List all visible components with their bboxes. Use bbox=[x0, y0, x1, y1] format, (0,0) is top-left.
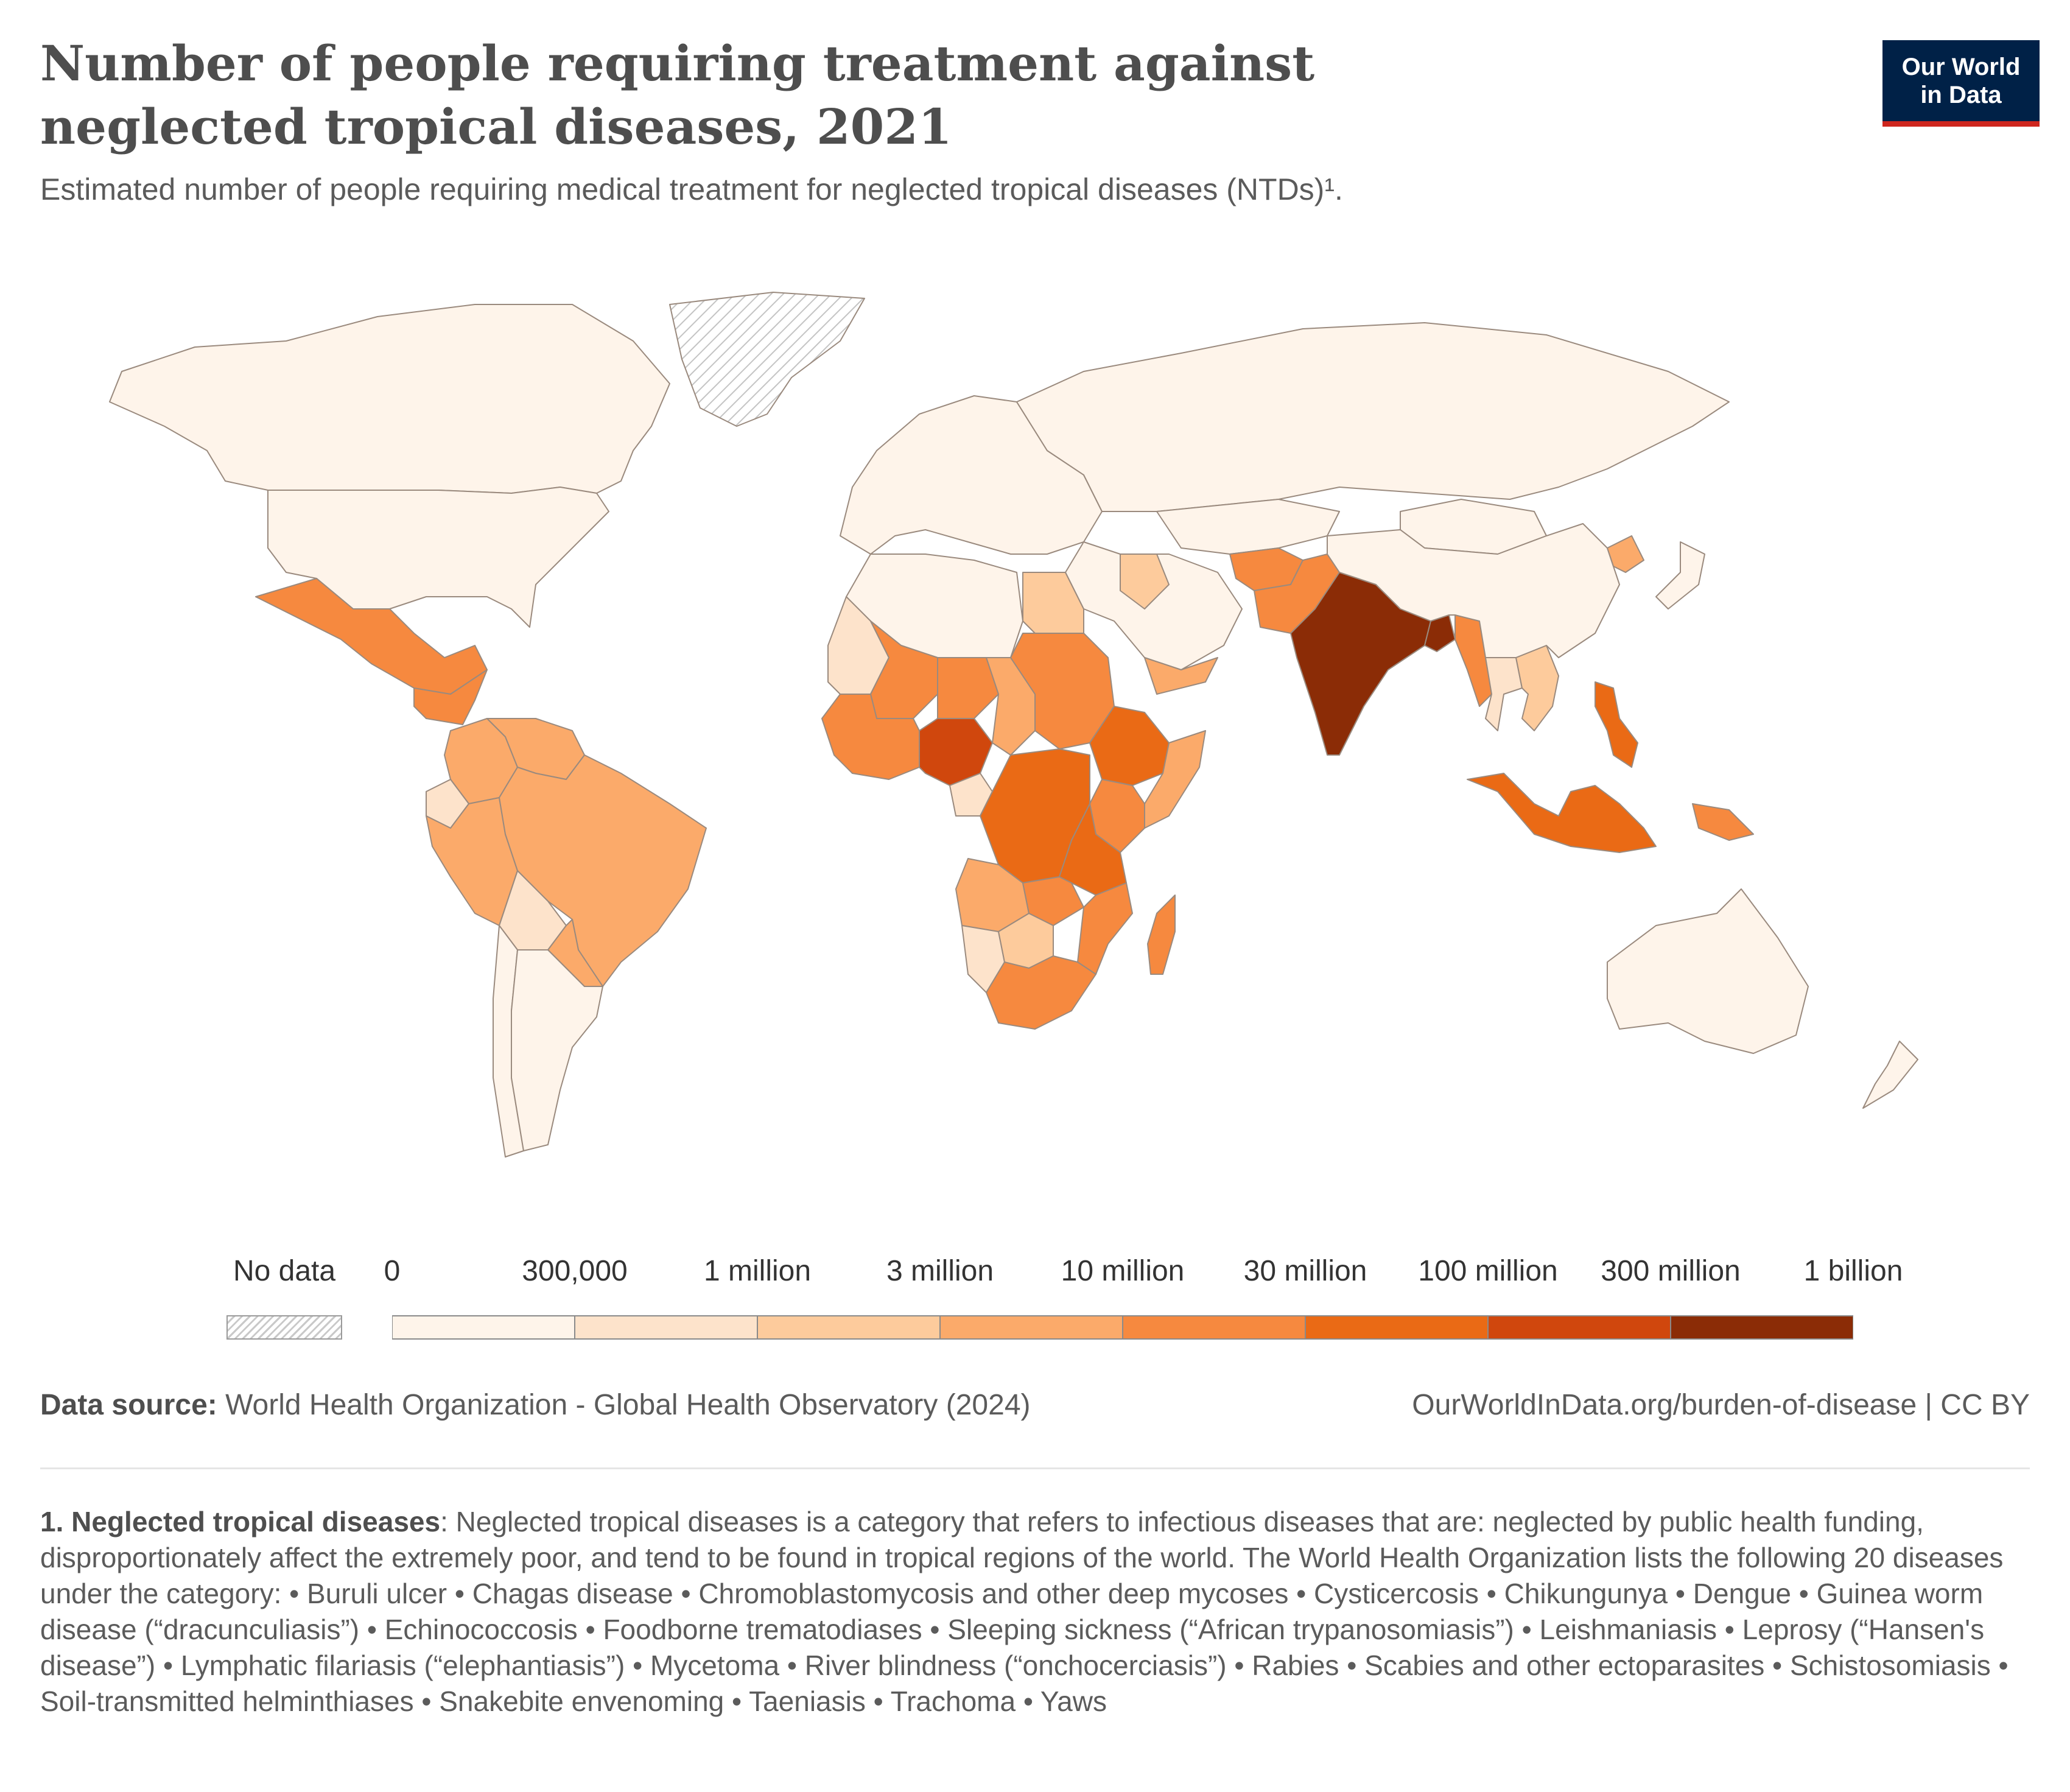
footnote: 1. Neglected tropical diseases: Neglecte… bbox=[40, 1504, 2030, 1720]
legend-bin[interactable] bbox=[392, 1315, 575, 1340]
footnote-text: : Neglected tropical diseases is a categ… bbox=[40, 1506, 2009, 1717]
chart-subtitle: Estimated number of people requiring med… bbox=[40, 172, 1343, 206]
region-sudan[interactable] bbox=[1010, 633, 1115, 750]
region-japan[interactable] bbox=[1655, 541, 1705, 610]
legend-tick-label: 1 million bbox=[703, 1255, 812, 1287]
region-china[interactable] bbox=[1327, 523, 1620, 658]
region-russia[interactable] bbox=[1016, 322, 1730, 512]
region-central-america[interactable] bbox=[413, 669, 488, 725]
region-madagascar[interactable] bbox=[1147, 894, 1176, 975]
region-philippines[interactable] bbox=[1595, 681, 1638, 768]
data-source-text[interactable]: World Health Organization - Global Healt… bbox=[217, 1389, 1031, 1421]
legend-bin[interactable] bbox=[940, 1315, 1123, 1340]
owid-logo[interactable]: Our World in Data bbox=[1882, 40, 2040, 127]
legend-bin[interactable] bbox=[575, 1315, 757, 1340]
legend-tick-label: 1 billion bbox=[1803, 1255, 1903, 1287]
legend-tick-label: 3 million bbox=[886, 1255, 994, 1287]
legend-no-data-label: No data bbox=[233, 1255, 336, 1287]
region-argentina[interactable] bbox=[511, 949, 603, 1151]
legend-bin[interactable] bbox=[1305, 1315, 1488, 1340]
region-vietnam[interactable] bbox=[1515, 645, 1559, 731]
legend-tick-label: 300 million bbox=[1601, 1255, 1741, 1287]
source-url[interactable]: OurWorldInData.org/burden-of-disease | C… bbox=[1412, 1389, 2030, 1421]
map-legend: No data 0 300,000 1 million 3 million 10… bbox=[0, 1254, 2070, 1352]
region-papua-new-guinea[interactable] bbox=[1692, 803, 1754, 841]
legend-bin[interactable] bbox=[1671, 1315, 1853, 1340]
region-thailand[interactable] bbox=[1485, 657, 1523, 731]
logo-line-1: Our World bbox=[1901, 53, 2021, 80]
region-north-korea[interactable] bbox=[1607, 535, 1644, 573]
legend-bin[interactable] bbox=[1488, 1315, 1671, 1340]
region-yemen[interactable] bbox=[1144, 657, 1218, 695]
legend-bin[interactable] bbox=[1123, 1315, 1305, 1340]
footnote-label: 1. Neglected tropical diseases bbox=[40, 1506, 441, 1537]
region-mexico[interactable] bbox=[255, 578, 488, 695]
legend-tick-label: 100 million bbox=[1418, 1255, 1558, 1287]
region-iraq[interactable] bbox=[1120, 553, 1170, 610]
legend-no-data-swatch[interactable] bbox=[226, 1315, 342, 1340]
region-central-asia[interactable] bbox=[1156, 499, 1340, 555]
region-canada[interactable] bbox=[109, 304, 670, 494]
legend-color-bins bbox=[392, 1315, 1853, 1340]
legend-bin[interactable] bbox=[757, 1315, 940, 1340]
region-mozambique[interactable] bbox=[1077, 882, 1133, 975]
region-indonesia[interactable] bbox=[1467, 773, 1657, 853]
legend-tick-label: 300,000 bbox=[522, 1255, 628, 1287]
legend-tick-label: 10 million bbox=[1061, 1255, 1185, 1287]
region-australia[interactable] bbox=[1607, 888, 1809, 1054]
logo-line-2: in Data bbox=[1920, 81, 2002, 108]
data-source: Data source: World Health Organization -… bbox=[40, 1388, 1031, 1422]
world-map bbox=[109, 292, 1918, 1158]
chart-title: Number of people requiring treatment aga… bbox=[40, 35, 1315, 155]
region-brazil[interactable] bbox=[499, 754, 707, 987]
region-south-africa[interactable] bbox=[986, 955, 1096, 1030]
region-new-zealand[interactable] bbox=[1862, 1041, 1918, 1109]
region-middle-east[interactable] bbox=[1065, 541, 1243, 670]
legend-tick-label: 0 bbox=[384, 1255, 401, 1287]
data-source-label: Data source: bbox=[40, 1389, 217, 1421]
legend-tick-label: 30 million bbox=[1243, 1255, 1367, 1287]
region-greenland[interactable] bbox=[669, 292, 865, 427]
footer-divider bbox=[40, 1467, 2030, 1469]
